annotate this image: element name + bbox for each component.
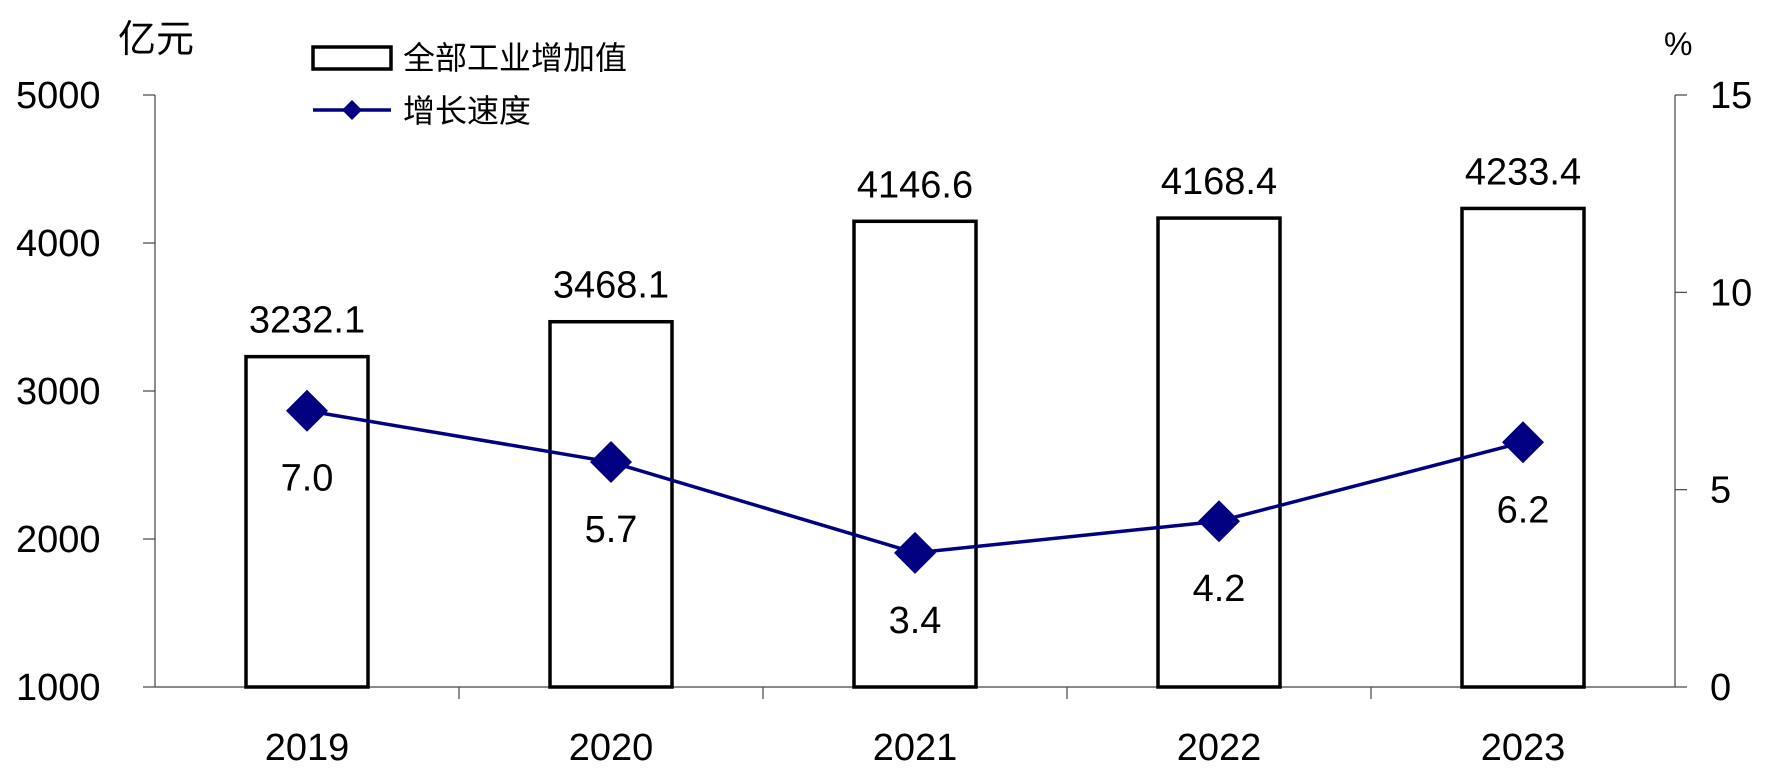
bar-value-label: 3232.1 [249,300,365,342]
x-tick-label: 2019 [265,727,350,769]
growth-point [590,441,632,484]
growth-line-layer: 7.0 5.7 3.4 4.2 6.2 [281,389,1550,642]
growth-point [894,531,936,574]
y-right-tick-label: 15 [1710,75,1752,117]
legend-bar-swatch [311,45,393,71]
y-right-tick-label: 5 [1710,470,1731,512]
y-right-tick-label: 10 [1710,272,1752,314]
y-right-unit: % [1664,26,1692,62]
growth-point [1198,500,1240,543]
growth-value-label: 3.4 [889,600,942,642]
legend-line-marker [342,100,362,120]
y-right-tick-label: 0 [1710,667,1731,709]
growth-value-label: 6.2 [1497,489,1550,531]
x-tick-label: 2020 [569,727,654,769]
y-left-tick-label: 3000 [16,371,101,413]
x-tick-label: 2023 [1481,727,1566,769]
legend-line-label: 增长速度 [403,93,531,129]
growth-value-label: 7.0 [281,458,334,500]
y-left-tick-label: 4000 [16,223,101,265]
x-tick-label: 2022 [1177,727,1262,769]
growth-point [286,389,328,432]
bar-value-label: 4146.6 [857,164,973,206]
y-left-tick-label: 1000 [16,667,101,709]
axes: 1000 2000 3000 4000 5000 亿元 0 5 10 15% 2019 2020 202… [16,19,1752,769]
bar-value-label: 3468.1 [553,265,669,307]
bar-value-label: 4168.4 [1161,161,1277,203]
bar-value-label: 4233.4 [1465,151,1581,193]
growth-point [1502,421,1544,464]
bar [852,219,978,689]
y-left-tick-label: 2000 [16,519,101,561]
y-left-unit: 亿元 [118,19,194,61]
growth-value-label: 5.7 [585,509,638,551]
bar [548,319,674,689]
bar [1156,216,1282,689]
legend-bar-label: 全部工业增加值 [403,40,627,76]
x-tick-label: 2021 [873,727,958,769]
growth-value-label: 4.2 [1193,568,1246,610]
y-left-tick-label: 5000 [16,75,101,117]
